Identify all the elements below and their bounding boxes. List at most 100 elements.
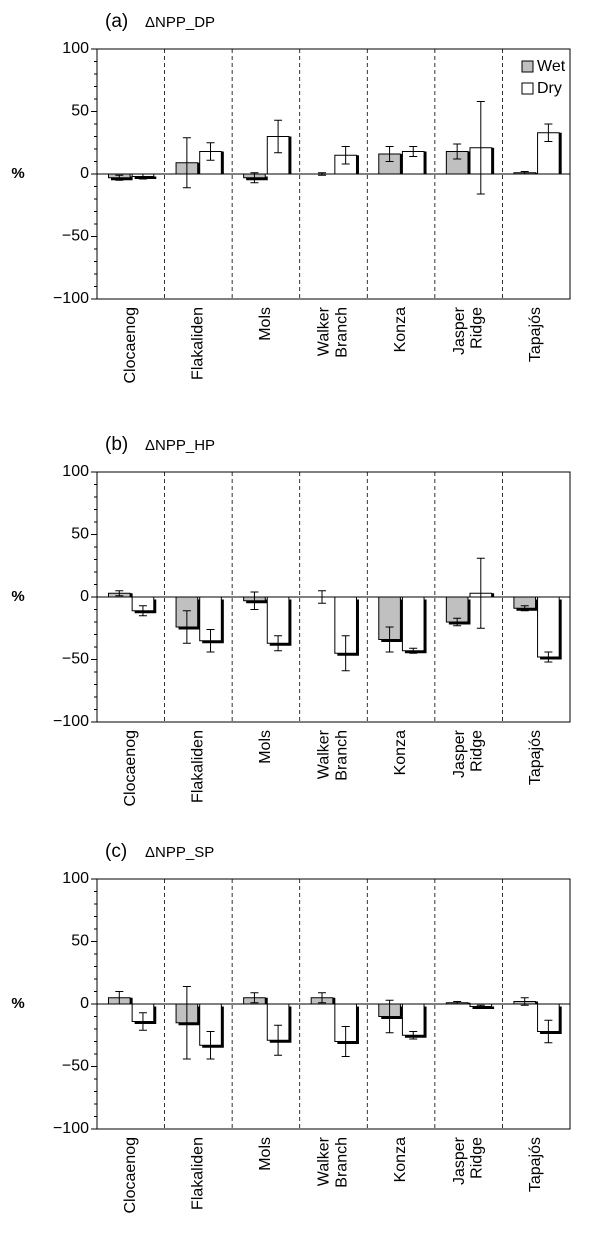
y-tick-label: −50 xyxy=(62,651,89,668)
error-bar xyxy=(409,146,418,157)
x-tick-label: Flakaliden xyxy=(190,307,207,380)
error-bar xyxy=(544,123,553,142)
error-bar xyxy=(206,1031,215,1060)
legend-swatch xyxy=(521,82,534,95)
y-tick-label: 50 xyxy=(71,933,89,950)
error-bar xyxy=(341,1026,350,1057)
x-tick-label-line: Konza xyxy=(392,1137,409,1182)
x-tick-label-line: Tapajós xyxy=(527,307,544,362)
x-tick-label-line: Ridge xyxy=(469,307,486,349)
y-axis-label: % xyxy=(11,995,24,1012)
error-bar xyxy=(520,171,529,175)
x-tick-label-line: Konza xyxy=(392,730,409,775)
x-tick-label-line: Jasper xyxy=(451,306,468,355)
error-bar xyxy=(341,635,350,672)
legend-label: Wet xyxy=(537,58,566,75)
y-tick-label: 50 xyxy=(71,103,89,120)
x-tick-label-line: Walker xyxy=(316,306,333,356)
x-tick-label: Mols xyxy=(257,730,274,764)
error-bar xyxy=(250,992,259,1004)
y-tick-label: 100 xyxy=(62,870,89,887)
chart-title: ΔNPP_HP xyxy=(145,437,215,454)
y-tick-label: −50 xyxy=(62,228,89,245)
bar-shadow xyxy=(134,176,157,179)
bar-shadow xyxy=(110,176,133,181)
error-bar xyxy=(385,146,394,162)
error-bar xyxy=(476,1004,485,1009)
error-bar xyxy=(318,590,327,604)
error-bar xyxy=(476,557,485,629)
error-bar xyxy=(250,591,259,610)
error-bar xyxy=(138,1012,147,1031)
error-bar xyxy=(453,143,462,160)
x-tick-label-line: Flakaliden xyxy=(190,307,207,380)
x-tick-label-line: Ridge xyxy=(469,730,486,772)
panel-label: (a) xyxy=(105,11,128,32)
bar-shadow xyxy=(246,176,268,181)
error-bar xyxy=(206,142,215,161)
plot-frame xyxy=(96,471,571,723)
x-tick-label: Clocaenog xyxy=(122,1137,139,1214)
x-tick-label-line: Walker xyxy=(316,729,333,779)
legend-label: Dry xyxy=(537,80,562,97)
error-bar xyxy=(274,119,283,154)
y-tick-label: 0 xyxy=(80,165,89,182)
x-tick-label: Mols xyxy=(257,1137,274,1171)
error-bar xyxy=(520,605,529,612)
y-tick-label: −50 xyxy=(62,1058,89,1075)
plot-frame xyxy=(96,48,571,300)
bar xyxy=(537,596,560,658)
error-bar xyxy=(115,590,124,597)
x-tick-label-line: Jasper xyxy=(451,1136,468,1185)
x-tick-label: Konza xyxy=(392,307,409,352)
x-tick-label-line: Mols xyxy=(257,730,274,764)
x-tick-label-line: Mols xyxy=(257,307,274,341)
x-tick-label-line: Branch xyxy=(334,1137,351,1188)
y-tick-label: 0 xyxy=(80,588,89,605)
x-tick-label-line: Clocaenog xyxy=(122,730,139,807)
error-bar xyxy=(341,146,350,165)
x-tick-label-line: Branch xyxy=(334,730,351,781)
error-bar xyxy=(115,991,124,1005)
x-tick-label: Konza xyxy=(392,1137,409,1182)
x-tick-label: JasperRidge xyxy=(451,1136,486,1185)
x-tick-label: Clocaenog xyxy=(122,730,139,807)
x-tick-label: Tapajós xyxy=(527,307,544,362)
x-tick-label: WalkerBranch xyxy=(316,1136,351,1187)
x-tick-label-line: Branch xyxy=(334,307,351,358)
x-tick-label: Clocaenog xyxy=(122,307,139,384)
error-bar xyxy=(318,992,327,1004)
bar xyxy=(401,596,425,652)
y-axis-label: % xyxy=(11,588,24,605)
y-tick-label: 0 xyxy=(80,995,89,1012)
x-tick-label-line: Clocaenog xyxy=(122,1137,139,1214)
error-bar xyxy=(182,986,191,1060)
error-bar xyxy=(520,997,529,1006)
error-bar xyxy=(274,635,283,652)
x-tick-label: Flakaliden xyxy=(190,1137,207,1210)
plot-frame xyxy=(96,878,571,1130)
error-bar xyxy=(138,605,147,617)
x-tick-label: Flakaliden xyxy=(190,730,207,803)
x-tick-label: JasperRidge xyxy=(451,306,486,355)
error-bar xyxy=(544,651,553,663)
error-bar xyxy=(250,172,259,184)
error-bar xyxy=(409,1031,418,1040)
error-bar xyxy=(318,172,327,176)
panel-label: (b) xyxy=(105,434,128,455)
y-tick-label: 100 xyxy=(62,463,89,480)
x-tick-label: Tapajós xyxy=(527,730,544,785)
error-bar xyxy=(274,1024,283,1056)
x-tick-label: Konza xyxy=(392,730,409,775)
error-bar xyxy=(385,626,394,653)
x-tick-label: WalkerBranch xyxy=(316,306,351,357)
x-tick-label-line: Ridge xyxy=(469,1137,486,1179)
x-tick-label-line: Jasper xyxy=(451,729,468,778)
error-bar xyxy=(182,610,191,644)
bar xyxy=(401,1003,425,1036)
x-tick-label-line: Clocaenog xyxy=(122,307,139,384)
bar-shadow xyxy=(246,599,268,604)
x-tick-label-line: Flakaliden xyxy=(190,730,207,803)
